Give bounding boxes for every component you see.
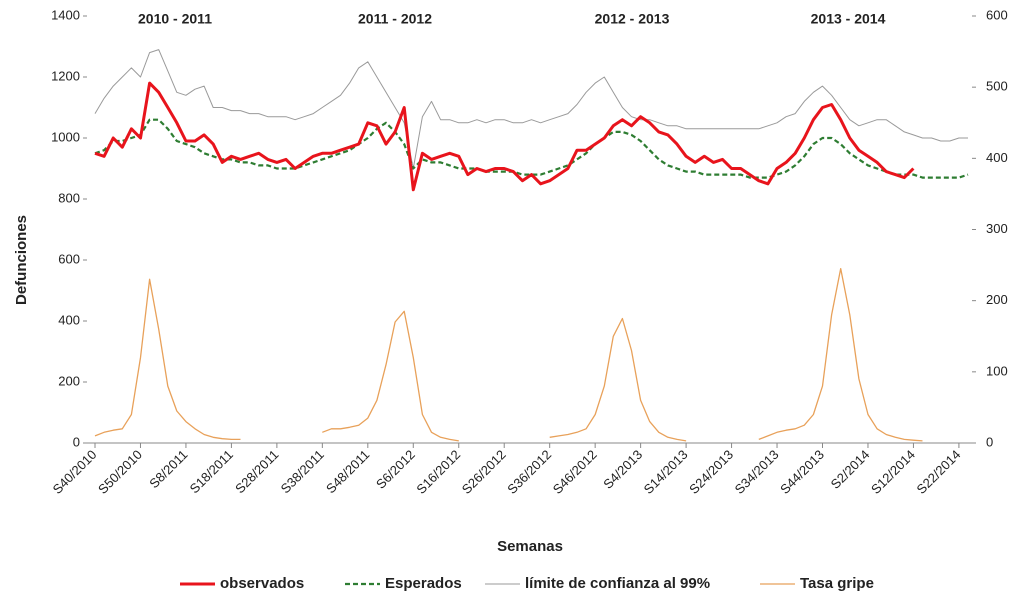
x-tick-label: S24/2013 bbox=[686, 447, 736, 497]
y2-tick-label: 200 bbox=[986, 292, 1008, 307]
season-label: 2013 - 2014 bbox=[811, 11, 886, 27]
season-label: 2011 - 2012 bbox=[358, 11, 432, 27]
legend-label: límite de confianza al 99% bbox=[525, 575, 710, 592]
season-label: 2012 - 2013 bbox=[595, 11, 670, 27]
y2-tick-label: 0 bbox=[986, 434, 993, 449]
y-tick-label: 1000 bbox=[51, 129, 80, 144]
x-tick-label: S50/2010 bbox=[95, 447, 145, 497]
y-tick-label: 600 bbox=[58, 251, 80, 266]
series-line bbox=[94, 118, 969, 179]
x-tick-label: S46/2012 bbox=[550, 447, 600, 497]
y2-tick-label: 100 bbox=[986, 363, 1008, 378]
y-tick-label: 800 bbox=[58, 190, 80, 205]
x-tick-label: S34/2013 bbox=[732, 447, 782, 497]
series-line bbox=[94, 267, 923, 442]
x-tick-label: S4/2013 bbox=[600, 447, 645, 492]
x-tick-label: S48/2011 bbox=[323, 447, 372, 496]
legend-label: observados bbox=[220, 575, 304, 592]
x-tick-label: S18/2011 bbox=[187, 447, 236, 496]
y2-tick-label: 400 bbox=[986, 150, 1008, 165]
y-tick-label: 1400 bbox=[51, 7, 80, 22]
y2-tick-label: 500 bbox=[986, 79, 1008, 94]
y2-tick-label: 600 bbox=[986, 7, 1008, 22]
y-tick-label: 200 bbox=[58, 373, 80, 388]
x-tick-label: S38/2011 bbox=[278, 447, 327, 496]
x-tick-label: S36/2012 bbox=[504, 447, 554, 497]
x-tick-label: S16/2012 bbox=[413, 447, 463, 497]
x-tick-label: S14/2013 bbox=[641, 447, 691, 497]
x-tick-label: S22/2014 bbox=[913, 447, 963, 497]
season-label: 2010 - 2011 bbox=[138, 11, 212, 27]
x-tick-label: S40/2010 bbox=[50, 447, 100, 497]
x-tick-label: S8/2011 bbox=[146, 447, 190, 491]
x-axis-title: Semanas bbox=[497, 538, 563, 555]
y-axis-title: Defunciones bbox=[13, 215, 30, 305]
x-tick-label: S12/2014 bbox=[868, 447, 918, 497]
y-tick-label: 1200 bbox=[51, 68, 80, 83]
series-line bbox=[94, 49, 968, 169]
y-tick-label: 0 bbox=[73, 434, 80, 449]
x-tick-label: S6/2012 bbox=[373, 447, 418, 492]
x-tick-label: S26/2012 bbox=[459, 447, 509, 497]
x-tick-label: S2/2014 bbox=[828, 447, 873, 492]
x-tick-label: S28/2011 bbox=[232, 447, 281, 496]
y-tick-label: 400 bbox=[58, 312, 80, 327]
legend-label: Esperados bbox=[385, 575, 462, 592]
series-line bbox=[94, 81, 915, 192]
legend-label: Tasa gripe bbox=[800, 575, 874, 592]
y2-tick-label: 300 bbox=[986, 221, 1008, 236]
x-tick-label: S44/2013 bbox=[777, 447, 827, 497]
